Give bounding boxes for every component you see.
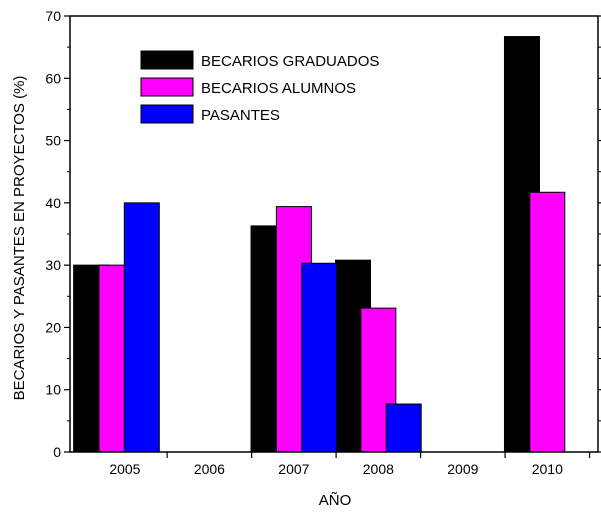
y-tick-label: 30: [45, 257, 61, 273]
axes: 0 10 20 30 40 50 60 70 2005 2006 2007 2008 2009 2010: [45, 8, 601, 477]
legend: BECARIOS GRADUADOS BECARIOS ALUMNOS PASANT…: [135, 47, 418, 131]
x-axis-label: AÑO: [319, 492, 352, 509]
y-tick-label: 10: [45, 382, 61, 398]
x-tick-label: 2007: [278, 461, 309, 477]
bar-pasantes-2: [385, 403, 422, 453]
y-tick-label: 50: [45, 133, 61, 149]
y-tick-label: 0: [53, 444, 61, 460]
y-axis-label: BECARIOS Y PASANTES EN PROYECTOS (%): [11, 76, 28, 401]
legend-label-pasantes: PASANTES: [201, 107, 280, 124]
bar-becarios-alumnos-3: [529, 191, 566, 453]
y-tick-label: 40: [45, 195, 61, 211]
y-tick-label: 60: [45, 70, 61, 86]
bar-pasantes-1: [301, 262, 338, 453]
y-tick-label: 20: [45, 319, 61, 335]
bars: [73, 36, 566, 453]
y-tick-label: 70: [45, 8, 61, 24]
legend-label-becarios-graduados: BECARIOS GRADUADOS: [201, 53, 379, 70]
x-tick-label: 2008: [363, 461, 394, 477]
legend-swatch-becarios-graduados: [140, 50, 194, 70]
x-tick-label: 2010: [532, 461, 563, 477]
legend-swatch-pasantes: [140, 104, 194, 124]
bar-pasantes-0: [123, 202, 160, 453]
x-tick-label: 2009: [447, 461, 478, 477]
x-tick-label: 2006: [194, 461, 225, 477]
legend-label-becarios-alumnos: BECARIOS ALUMNOS: [201, 80, 356, 97]
x-tick-label: 2005: [109, 461, 140, 477]
legend-swatch-becarios-alumnos: [140, 77, 194, 97]
